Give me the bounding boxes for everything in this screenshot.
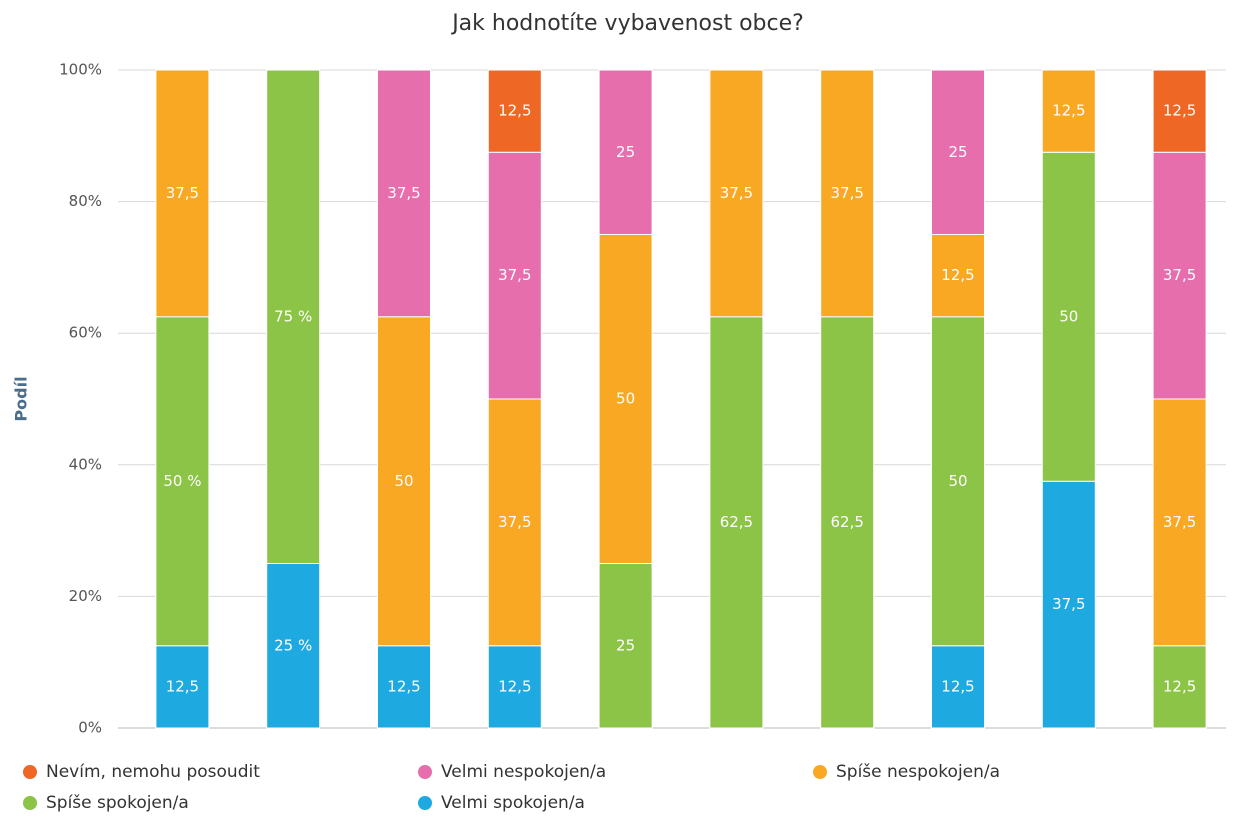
bar-segment xyxy=(1152,69,1207,153)
legend-swatch xyxy=(418,796,432,810)
value-label: 50 % xyxy=(163,472,201,490)
value-label: 37,5 xyxy=(1163,513,1196,531)
legend-swatch xyxy=(23,796,37,810)
bar-segment xyxy=(1041,69,1096,153)
bar-segment xyxy=(709,316,764,729)
bar-segment xyxy=(931,234,985,318)
value-label: 12,5 xyxy=(1163,677,1196,695)
value-label: 12,5 xyxy=(498,102,531,120)
value-label: 62,5 xyxy=(720,513,753,531)
bar-segment xyxy=(1152,398,1207,647)
value-label: 37,5 xyxy=(830,184,863,202)
bar-segment xyxy=(155,69,210,318)
legend-swatch xyxy=(23,765,37,779)
bar-segment xyxy=(155,645,210,729)
value-label: 37,5 xyxy=(166,184,199,202)
bar-segment xyxy=(487,645,542,729)
legend-label: Spíše spokojen/a xyxy=(46,793,189,813)
y-tick-label: 60% xyxy=(69,324,102,342)
bar-segment xyxy=(155,316,210,647)
value-label: 62,5 xyxy=(830,513,863,531)
legend-swatch xyxy=(418,765,432,779)
chart-title: Jak hodnotíte vybavenost obce? xyxy=(450,11,804,36)
value-label: 25 xyxy=(616,636,635,654)
y-tick-label: 40% xyxy=(69,455,102,473)
bar-segment xyxy=(598,69,653,235)
legend-label: Velmi spokojen/a xyxy=(441,793,585,813)
value-label: 12,5 xyxy=(1052,102,1085,120)
value-label: 12,5 xyxy=(941,677,974,695)
y-tick-label: 0% xyxy=(78,719,102,737)
value-label: 50 xyxy=(1059,307,1078,325)
value-label: 75 % xyxy=(274,307,312,325)
value-label: 50 xyxy=(394,472,413,490)
bar-segment xyxy=(377,69,431,318)
bar-segment xyxy=(266,69,321,564)
bar-segment xyxy=(931,69,985,235)
bar-segment xyxy=(931,316,985,647)
legend-label: Velmi nespokojen/a xyxy=(441,762,606,782)
value-label: 25 xyxy=(948,143,967,161)
value-label: 12,5 xyxy=(941,266,974,284)
bar-segment xyxy=(709,69,764,318)
bar-segment xyxy=(598,563,653,729)
bar-segment xyxy=(487,69,542,153)
bar-segment xyxy=(1152,151,1207,400)
value-label: 12,5 xyxy=(166,677,199,695)
legend-label: Nevím, nemohu posoudit xyxy=(46,762,260,782)
bar-segment xyxy=(487,151,542,400)
bar-segment xyxy=(377,316,431,647)
value-label: 50 xyxy=(616,390,635,408)
bar-segment xyxy=(377,645,431,729)
bar-segment xyxy=(598,234,653,564)
y-tick-label: 100% xyxy=(59,61,102,79)
legend-swatch xyxy=(813,765,827,779)
value-label: 12,5 xyxy=(1163,102,1196,120)
value-label: 37,5 xyxy=(498,266,531,284)
value-label: 37,5 xyxy=(1163,266,1196,284)
value-label: 37,5 xyxy=(720,184,753,202)
bar-segment xyxy=(1041,151,1096,482)
value-label: 50 xyxy=(948,472,967,490)
value-label: 37,5 xyxy=(387,184,420,202)
value-label: 25 xyxy=(616,143,635,161)
y-axis-title: Podíl xyxy=(12,376,31,421)
value-label: 37,5 xyxy=(498,513,531,531)
value-label: 25 % xyxy=(274,636,312,654)
y-tick-label: 80% xyxy=(69,192,102,210)
bar-segment xyxy=(820,69,875,318)
bar-segment xyxy=(931,645,985,729)
legend-label: Spíše nespokojen/a xyxy=(836,762,1000,782)
value-label: 12,5 xyxy=(387,677,420,695)
y-tick-label: 20% xyxy=(69,587,102,605)
bar-segment xyxy=(487,398,542,647)
value-label: 12,5 xyxy=(498,677,531,695)
value-label: 37,5 xyxy=(1052,595,1085,613)
